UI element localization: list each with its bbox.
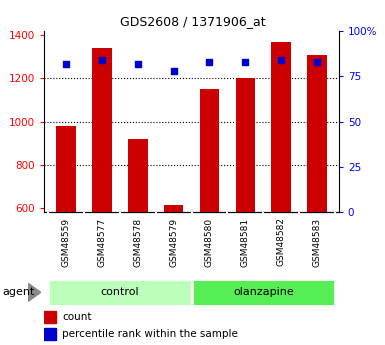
Text: GSM48580: GSM48580: [205, 217, 214, 267]
Text: GSM48581: GSM48581: [241, 217, 250, 267]
Text: GDS2608 / 1371906_at: GDS2608 / 1371906_at: [120, 16, 265, 29]
Bar: [48, 279, 192, 306]
Text: GSM48559: GSM48559: [61, 217, 70, 267]
Text: olanzapine: olanzapine: [233, 287, 294, 297]
Bar: [44, 310, 56, 323]
Text: count: count: [62, 312, 92, 322]
Polygon shape: [28, 283, 41, 302]
Point: [63, 61, 69, 67]
Bar: [44, 328, 56, 340]
Text: percentile rank within the sample: percentile rank within the sample: [62, 329, 238, 339]
Point: [206, 59, 213, 65]
Point: [314, 59, 320, 65]
Text: GSM48578: GSM48578: [133, 217, 142, 267]
Bar: [271, 42, 291, 212]
Bar: [199, 89, 219, 212]
Point: [135, 61, 141, 67]
Text: control: control: [100, 287, 139, 297]
Point: [242, 59, 248, 65]
Point: [171, 68, 177, 74]
Point: [278, 57, 285, 63]
Text: GSM48579: GSM48579: [169, 217, 178, 267]
Bar: [307, 55, 327, 212]
Text: GSM48577: GSM48577: [97, 217, 106, 267]
Bar: [128, 139, 147, 212]
Point: [99, 57, 105, 63]
Bar: [56, 126, 76, 212]
Bar: [164, 205, 184, 212]
Text: agent: agent: [2, 287, 34, 297]
Text: GSM48582: GSM48582: [277, 217, 286, 266]
Bar: [192, 279, 335, 306]
Text: GSM48583: GSM48583: [313, 217, 322, 267]
Bar: [92, 48, 112, 212]
Bar: [236, 79, 255, 212]
